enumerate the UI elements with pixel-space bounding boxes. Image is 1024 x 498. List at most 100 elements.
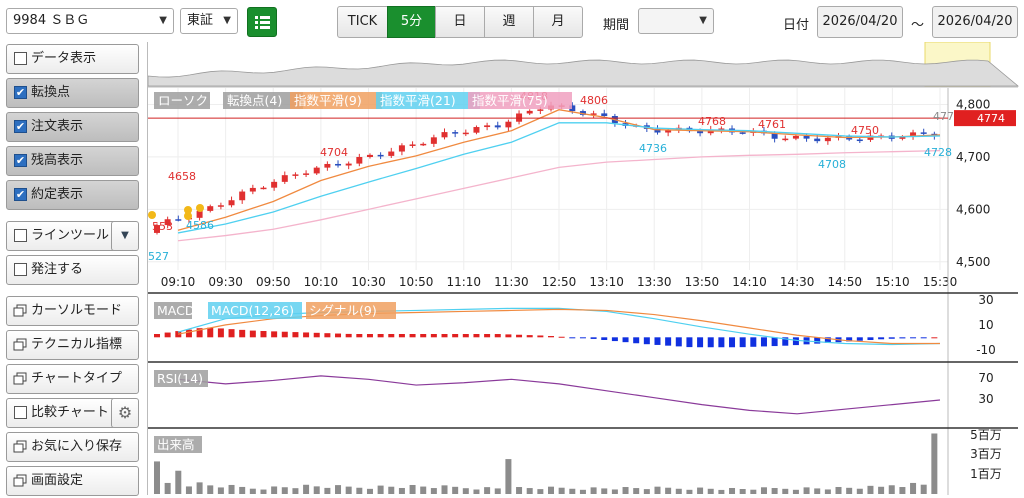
volume-bar — [239, 486, 246, 494]
checkbox-icon[interactable] — [14, 406, 27, 419]
sidebar-item-place-order[interactable]: 発注する — [6, 255, 139, 285]
date-from-field[interactable]: 2026/04/20 — [817, 6, 903, 38]
macd-histogram-bar — [888, 337, 895, 339]
sidebar-item-chart-type[interactable]: チャートタイプ — [6, 364, 139, 394]
macd-histogram-bar — [910, 337, 917, 339]
macd-histogram-bar — [303, 332, 310, 338]
sidebar-item-cursor-mode[interactable]: カーソルモード — [6, 296, 139, 326]
symbol-select[interactable]: 9984 ＳＢＧ ▼ — [6, 8, 174, 34]
volume-bar — [760, 487, 767, 494]
sidebar-item-line-tool[interactable]: ラインツール — [6, 221, 116, 251]
x-tick-label: 09:30 — [208, 275, 243, 289]
candle-body — [207, 206, 214, 211]
candle-body — [665, 130, 672, 133]
sidebar-item-position-display[interactable]: ✔ 残高表示 — [6, 146, 139, 176]
candle-body — [420, 143, 427, 146]
x-tick-label: 15:30 — [923, 275, 958, 289]
volume-legend-tag — [154, 436, 202, 453]
volume-bar — [622, 487, 629, 494]
macd-histogram-bar — [185, 329, 192, 338]
sidebar-item-technical-indicator[interactable]: テクニカル指標 — [6, 330, 139, 360]
candle-body — [771, 133, 778, 139]
sidebar-item-execution-display[interactable]: ✔ 約定表示 — [6, 180, 139, 210]
sidebar-item-compare-chart[interactable]: 比較チャート — [6, 398, 116, 428]
execution-marker — [148, 211, 156, 219]
macd-histogram-bar — [473, 334, 480, 338]
checkbox-icon[interactable]: ✔ — [14, 86, 27, 99]
window-icon — [13, 440, 27, 453]
macd-histogram-bar — [643, 337, 650, 345]
volume-bar — [462, 488, 469, 494]
sidebar-item-label: 注文表示 — [31, 119, 84, 134]
gear-icon[interactable]: ⚙ — [111, 398, 139, 428]
volume-bar — [867, 485, 874, 494]
sidebar-item-favorite-save[interactable]: お気に入り保存 — [6, 432, 139, 462]
candle-body — [324, 163, 331, 168]
macd-histogram-bar — [750, 337, 757, 347]
volume-y-tick: 1百万 — [970, 467, 1002, 481]
line-tool-dropdown-button[interactable]: ▼ — [111, 221, 139, 251]
period-select[interactable]: ▼ — [638, 8, 714, 34]
volume-y-tick: 5百万 — [970, 428, 1002, 442]
checkbox-icon[interactable] — [14, 263, 27, 276]
chart-area[interactable]: 4,800 4,700 4,600 4,500 09:10 09:30 09:50 10:10… — [147, 42, 1019, 495]
legend-label: 指数平滑(9) — [294, 93, 362, 108]
macd-legend-label: シグナル(9) — [309, 303, 377, 318]
rsi-legend-tag — [154, 370, 208, 387]
macd-histogram-bar — [505, 334, 512, 338]
sidebar-item-label: 比較チャート — [31, 405, 109, 420]
macd-y-tick: 30 — [978, 293, 993, 307]
macd-histogram-bar — [377, 334, 384, 338]
interval-day-button[interactable]: 日 — [435, 6, 485, 38]
volume-bar — [665, 487, 672, 494]
list-icon — [255, 16, 270, 29]
sidebar-item-pivot[interactable]: ✔ 転換点 — [6, 78, 139, 108]
volume-bar — [249, 488, 256, 494]
macd-legend-tag — [208, 302, 302, 319]
interval-tick-button[interactable]: TICK — [337, 6, 388, 38]
volume-bar — [313, 486, 320, 494]
volume-bar — [835, 486, 842, 494]
market-select[interactable]: 東証 ▼ — [180, 8, 238, 34]
checkbox-icon[interactable] — [14, 52, 27, 65]
ema-line-1 — [177, 109, 941, 231]
candle-body — [452, 132, 459, 134]
checkbox-icon[interactable] — [14, 229, 27, 242]
checkbox-icon[interactable]: ✔ — [14, 188, 27, 201]
volume-bar — [292, 488, 299, 494]
checkbox-icon[interactable]: ✔ — [14, 120, 27, 133]
checkbox-icon[interactable]: ✔ — [14, 154, 27, 167]
chart-svg: 4,800 4,700 4,600 4,500 09:10 09:30 09:50 10:10… — [148, 42, 1019, 495]
interval-month-button[interactable]: 月 — [533, 6, 583, 38]
sidebar-item-order-display[interactable]: ✔ 注文表示 — [6, 112, 139, 142]
candle-body — [473, 127, 480, 133]
sidebar-item-screen-settings[interactable]: 画面設定 — [6, 466, 139, 496]
volume-bar — [686, 489, 693, 494]
candle-body — [249, 187, 256, 192]
x-tick-label: 12:50 — [542, 275, 577, 289]
x-tick-label: 09:50 — [256, 275, 291, 289]
x-tick-label: 10:10 — [304, 275, 339, 289]
macd-histogram-bar — [484, 334, 491, 338]
sidebar-item-data-display[interactable]: データ表示 — [6, 44, 139, 74]
current-price-marker — [954, 110, 1016, 127]
macd-histogram-bar — [207, 327, 214, 338]
interval-5min-button[interactable]: 5分 — [387, 6, 436, 38]
list-view-button[interactable] — [247, 7, 277, 37]
interval-week-button[interactable]: 週 — [484, 6, 534, 38]
macd-histogram-bar — [249, 330, 256, 338]
market-value: 東証 — [187, 13, 214, 28]
macd-y-tick: -10 — [976, 343, 996, 357]
macd-histogram-bar — [154, 334, 160, 338]
macd-histogram-bar — [388, 334, 395, 338]
candle-body — [484, 125, 491, 128]
symbol-value: 9984 ＳＢＧ — [13, 13, 90, 28]
x-tick-label: 09:10 — [161, 275, 196, 289]
macd-histogram-bar — [196, 328, 203, 338]
date-to-field[interactable]: 2026/04/20 — [932, 6, 1018, 38]
macd-legend-label: MACD — [157, 303, 194, 318]
date-label: 日付 — [783, 18, 810, 33]
candle-body — [856, 139, 863, 142]
volume-bar — [611, 489, 618, 494]
macd-histogram-bar — [867, 337, 874, 341]
